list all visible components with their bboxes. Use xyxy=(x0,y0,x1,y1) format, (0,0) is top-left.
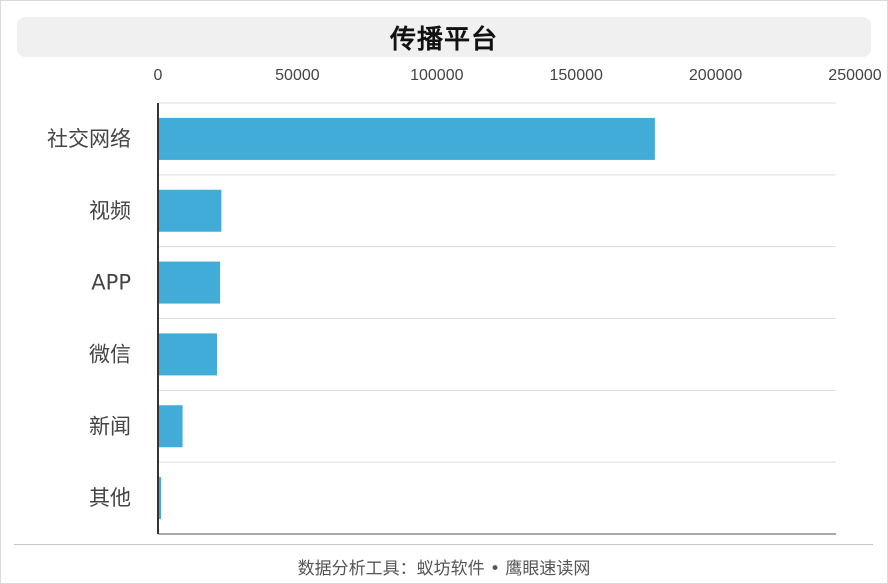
category-label: 新闻 xyxy=(89,414,131,438)
category-label: 视频 xyxy=(89,199,131,223)
x-tick-label: 250000 xyxy=(828,67,881,84)
bar xyxy=(158,189,222,232)
chart-title: 传播平台 xyxy=(389,24,498,55)
title-bar: 传播平台 xyxy=(17,17,871,57)
x-tick-label: 0 xyxy=(154,67,163,84)
x-tick-label: 150000 xyxy=(550,67,603,84)
footer-divider xyxy=(14,544,873,545)
category-label: APP xyxy=(91,271,131,295)
category-label: 其他 xyxy=(89,486,131,510)
bar xyxy=(158,117,655,160)
x-tick-label: 200000 xyxy=(689,67,742,84)
bar xyxy=(158,477,162,520)
bar xyxy=(158,333,218,376)
x-tick-label: 50000 xyxy=(275,67,320,84)
bar xyxy=(158,261,221,304)
category-label: 微信 xyxy=(89,342,131,366)
x-tick-label: 100000 xyxy=(410,67,463,84)
category-label: 社交网络 xyxy=(47,127,131,151)
data-source-caption: 数据分析工具：蚁坊软件 • 鹰眼速读网 xyxy=(297,559,591,579)
bar xyxy=(158,405,183,448)
